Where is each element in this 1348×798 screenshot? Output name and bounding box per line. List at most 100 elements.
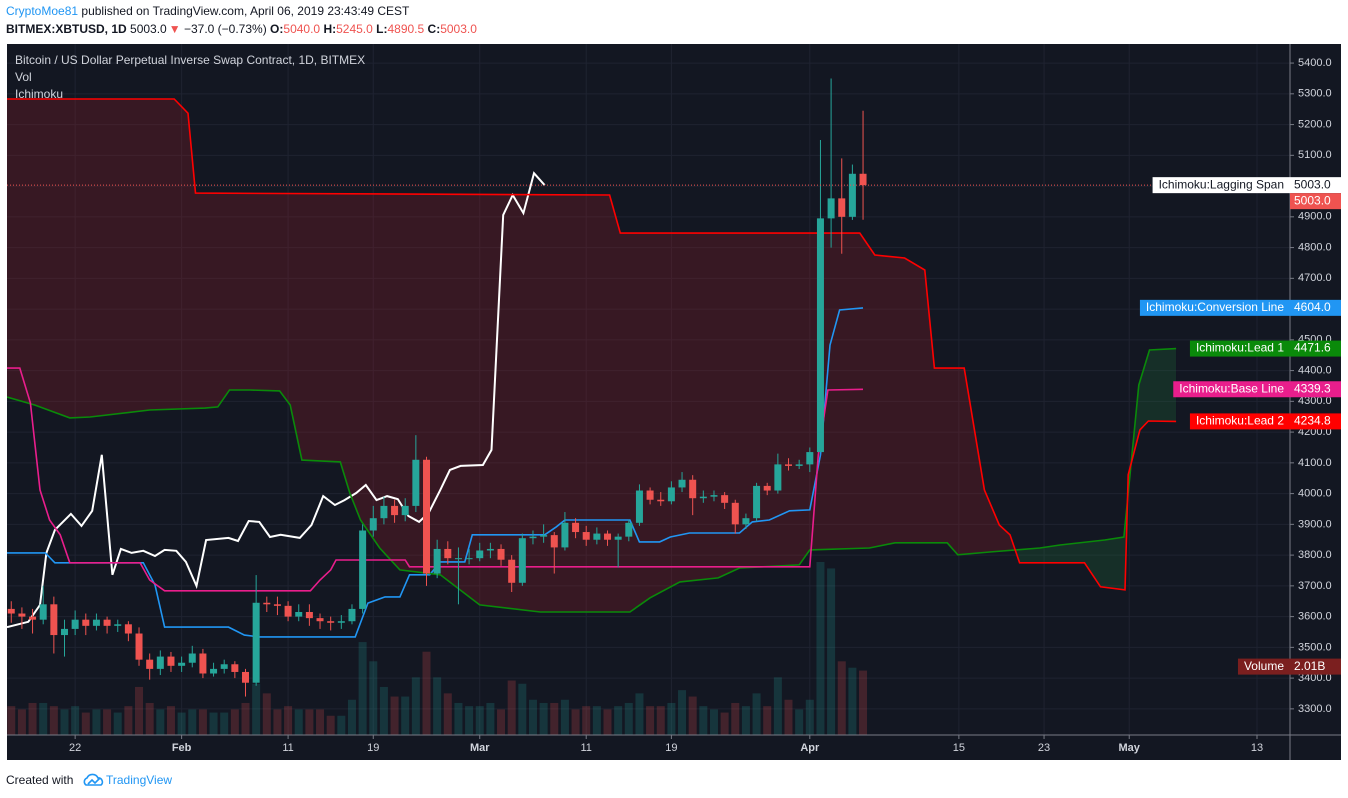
x-tick-label: Apr <box>800 742 820 754</box>
series-label-name-box <box>1152 177 1290 194</box>
footer-brand[interactable]: TradingView <box>106 773 172 787</box>
candle-body <box>540 535 548 537</box>
candle-body <box>572 522 580 533</box>
ohlc-value: 4890.5 <box>387 22 424 36</box>
y-tick-label: 4100.0 <box>1298 457 1332 469</box>
candle-body <box>731 502 739 525</box>
x-tick-label: 23 <box>1038 742 1050 754</box>
candle-body <box>114 624 122 626</box>
y-tick-label: 5200.0 <box>1298 118 1332 130</box>
candle-body <box>614 536 622 540</box>
x-tick-label: Feb <box>172 742 192 754</box>
volume-bar <box>135 686 144 735</box>
ohlc-value: 5245.0 <box>336 22 373 36</box>
candle-body <box>29 616 37 620</box>
volume-bar <box>358 642 367 735</box>
candle-body <box>497 548 505 560</box>
candle-body <box>359 530 367 609</box>
volume-bar <box>486 702 495 735</box>
volume-bar <box>518 683 527 735</box>
chart-background <box>7 44 1341 760</box>
x-tick-label: May <box>1119 742 1141 754</box>
volume-bar <box>39 702 48 735</box>
candle-body <box>806 452 814 465</box>
volume-bar <box>582 706 591 735</box>
volume-bar <box>592 706 601 735</box>
volume-bar <box>262 693 271 735</box>
candle-body <box>124 624 132 634</box>
close-label-value: 5003.0 <box>1294 193 1331 207</box>
volume-bar <box>273 709 282 735</box>
candle-body <box>305 611 313 619</box>
series-label-name-box <box>1189 340 1290 357</box>
candle-body <box>816 218 824 453</box>
series-label-value: 4234.8 <box>1294 414 1331 428</box>
volume-label-value-box <box>1290 658 1341 675</box>
volume-bar <box>28 702 37 735</box>
candle-body <box>7 608 15 614</box>
x-tick-label: 13 <box>1251 742 1263 754</box>
ohlc-key: C: <box>428 22 441 36</box>
candle-body <box>667 487 675 502</box>
volume-bar <box>145 702 154 735</box>
volume-bar <box>539 702 548 735</box>
candle-body <box>593 533 601 540</box>
candle-body <box>721 495 729 503</box>
series-label-value: 5003.0 <box>1294 177 1331 191</box>
candle-body <box>263 602 271 605</box>
candle-body <box>625 522 633 537</box>
volume-bar <box>294 709 303 735</box>
tradingview-logo[interactable] <box>83 773 104 786</box>
lead-2-line <box>7 98 1177 591</box>
ohlc-key: O: <box>270 22 283 36</box>
volume-bar <box>71 706 80 735</box>
y-tick-label: 3800.0 <box>1298 549 1332 561</box>
volume-bar <box>60 709 69 735</box>
candle-body <box>401 505 409 516</box>
volume-bar <box>326 715 335 735</box>
candle-body <box>156 656 164 669</box>
x-tick-label: 11 <box>282 742 293 754</box>
series-label-name: Ichimoku:Lead 1 <box>1196 341 1284 355</box>
candle-body <box>518 538 526 583</box>
candle-body <box>412 459 420 506</box>
y-tick-label: 4000.0 <box>1298 488 1332 500</box>
volume-bar <box>220 712 229 735</box>
volume-bar <box>113 712 122 735</box>
volume-bar <box>784 699 793 735</box>
volume-bar <box>252 683 261 735</box>
volume-bar <box>475 706 484 735</box>
ohlc-key: L: <box>376 22 387 36</box>
volume-bar <box>859 670 868 735</box>
candle-body <box>241 671 249 683</box>
candle-body <box>444 548 452 559</box>
author[interactable]: CryptoMoe81 <box>6 4 78 18</box>
volume-bar <box>241 702 250 735</box>
candle-body <box>476 550 484 559</box>
base-line-line <box>7 367 864 592</box>
candle-body <box>135 633 143 660</box>
candle-body <box>561 522 569 548</box>
candle-body <box>827 198 835 219</box>
lagging-span-line <box>7 171 546 629</box>
series-label-value-box <box>1290 340 1341 357</box>
volume-bar <box>603 709 612 735</box>
candle-body <box>838 198 846 217</box>
volume-bar <box>433 677 442 735</box>
volume-bar <box>347 699 356 735</box>
candle-body <box>742 518 750 525</box>
arrow: ▼ <box>169 22 181 36</box>
candle-body <box>433 548 441 574</box>
volume-bar <box>284 706 293 735</box>
x-tick-label: 19 <box>665 742 677 754</box>
grid <box>7 44 1290 735</box>
candle-body <box>774 464 782 491</box>
volume-bar <box>507 680 516 735</box>
candle-body <box>710 495 718 497</box>
candle-body <box>284 605 292 617</box>
candle-body <box>582 532 590 540</box>
candle-body <box>50 604 58 636</box>
volume-bar <box>177 712 186 735</box>
volume-bar <box>81 712 90 735</box>
